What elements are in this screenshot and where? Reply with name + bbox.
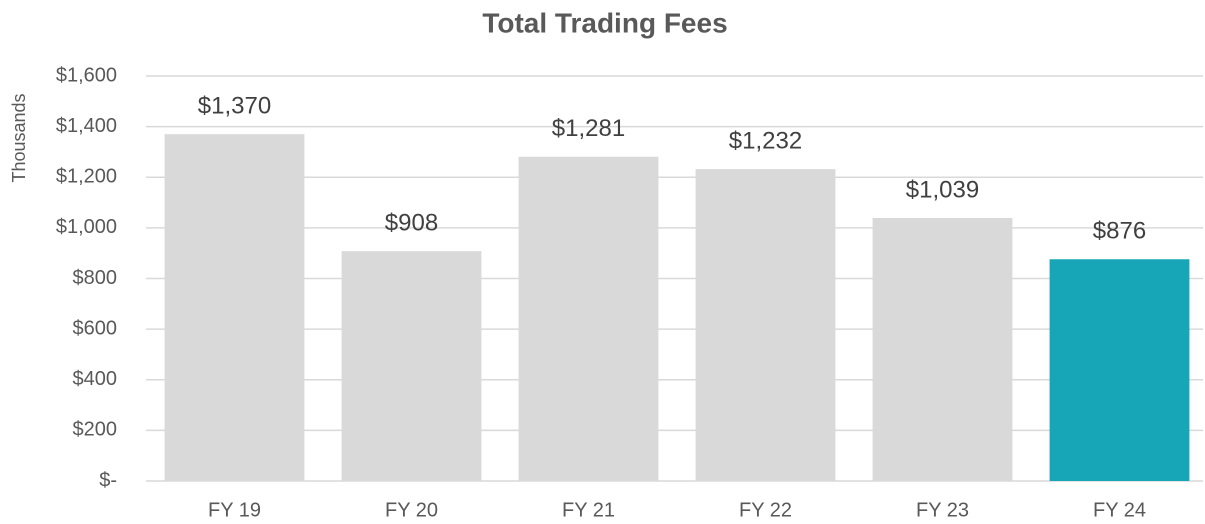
y-tick-label: $200 <box>73 419 118 441</box>
y-tick-label: $1,200 <box>56 166 117 188</box>
y-axis-label: Thousands <box>9 93 29 182</box>
y-tick-label: $1,400 <box>56 115 117 137</box>
x-tick-label: FY 20 <box>385 499 438 521</box>
value-label: $1,281 <box>552 115 625 142</box>
bar <box>695 169 836 481</box>
y-tick-label: $800 <box>73 267 118 289</box>
bar <box>1049 259 1190 481</box>
bar <box>872 218 1013 482</box>
y-tick-label: $- <box>99 469 117 491</box>
value-label: $1,370 <box>198 93 271 120</box>
value-label: $908 <box>385 210 438 237</box>
y-tick-label: $600 <box>73 317 118 339</box>
x-tick-label: FY 24 <box>1093 499 1146 521</box>
y-tick-label: $1,000 <box>56 216 117 238</box>
value-label: $1,039 <box>906 176 979 203</box>
x-tick-label: FY 21 <box>562 499 615 521</box>
chart-title: Total Trading Fees <box>482 7 727 38</box>
value-label: $876 <box>1093 218 1146 245</box>
bar <box>164 134 305 481</box>
x-tick-label: FY 23 <box>916 499 969 521</box>
x-tick-label: FY 22 <box>739 499 792 521</box>
x-tick-label: FY 19 <box>208 499 261 521</box>
value-label: $1,232 <box>729 127 802 154</box>
y-tick-label: $400 <box>73 368 118 390</box>
y-tick-label: $1,600 <box>56 64 117 86</box>
bar <box>341 251 482 481</box>
bar <box>518 156 659 481</box>
